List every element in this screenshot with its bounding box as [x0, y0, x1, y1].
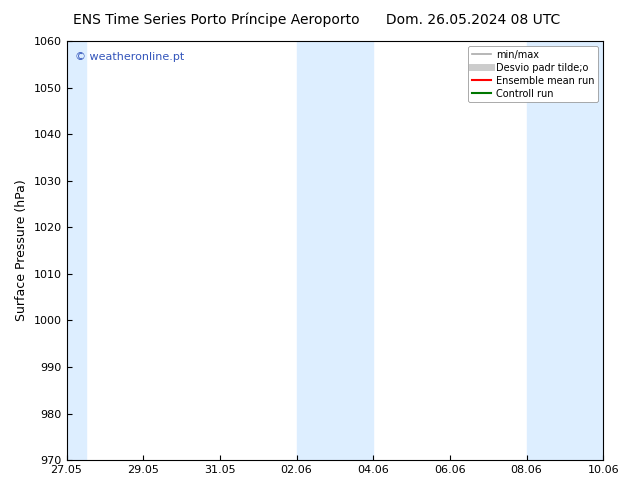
- Bar: [297, 41, 373, 460]
- Text: ENS Time Series Porto Príncipe Aeroporto      Dom. 26.05.2024 08 UTC: ENS Time Series Porto Príncipe Aeroporto…: [74, 12, 560, 27]
- Y-axis label: Surface Pressure (hPa): Surface Pressure (hPa): [15, 180, 28, 321]
- Bar: [67, 41, 86, 460]
- Bar: [526, 41, 603, 460]
- Legend: min/max, Desvio padr tilde;o, Ensemble mean run, Controll run: min/max, Desvio padr tilde;o, Ensemble m…: [468, 46, 598, 102]
- Text: © weatheronline.pt: © weatheronline.pt: [75, 51, 184, 62]
